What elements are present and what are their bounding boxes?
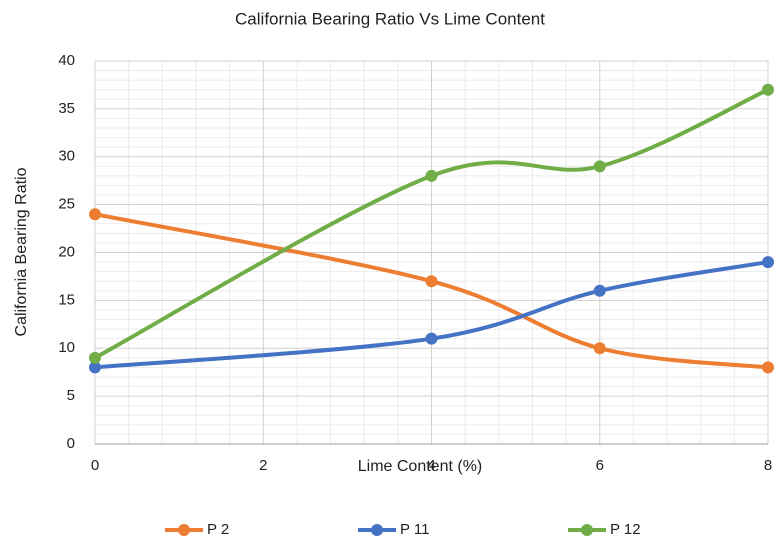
marker — [593, 342, 606, 355]
y-tick-label: 25 — [58, 196, 75, 213]
y-axis-label: California Bearing Ratio — [13, 167, 30, 336]
legend-label: P 2 — [207, 521, 229, 538]
x-tick-label: 8 — [764, 457, 772, 474]
x-axis-label: Lime Content (%) — [358, 458, 483, 475]
series-line — [94, 212, 769, 370]
legend-marker — [581, 524, 593, 536]
x-tick-label: 0 — [91, 457, 99, 474]
y-tick-label: 20 — [58, 243, 75, 260]
legend-marker — [178, 524, 190, 536]
legend-label: P 12 — [610, 521, 641, 538]
marker — [762, 361, 774, 374]
marker — [425, 332, 438, 345]
legend-label: P 11 — [400, 521, 429, 538]
y-tick-label: 40 — [58, 52, 75, 69]
marker — [593, 284, 606, 297]
legend-marker — [371, 524, 383, 536]
y-tick-label: 30 — [58, 148, 75, 165]
series-line — [94, 260, 769, 370]
series-line — [94, 87, 769, 360]
x-tick-label: 4 — [427, 457, 435, 474]
marker — [89, 351, 101, 364]
y-tick-label: 5 — [67, 387, 75, 404]
marker — [762, 256, 774, 269]
y-tick-label: 15 — [58, 291, 75, 308]
x-tick-label: 6 — [596, 457, 604, 474]
y-tick-label: 10 — [58, 339, 75, 356]
marker — [593, 160, 606, 173]
marker — [425, 169, 438, 182]
marker — [89, 361, 101, 374]
y-tick-label: 35 — [58, 100, 75, 117]
marker — [762, 83, 774, 96]
chart-title: California Bearing Ratio Vs Lime Content — [235, 9, 545, 28]
marker — [89, 208, 101, 221]
y-tick-label: 0 — [67, 435, 75, 452]
marker — [425, 275, 438, 288]
x-tick-label: 2 — [259, 457, 267, 474]
